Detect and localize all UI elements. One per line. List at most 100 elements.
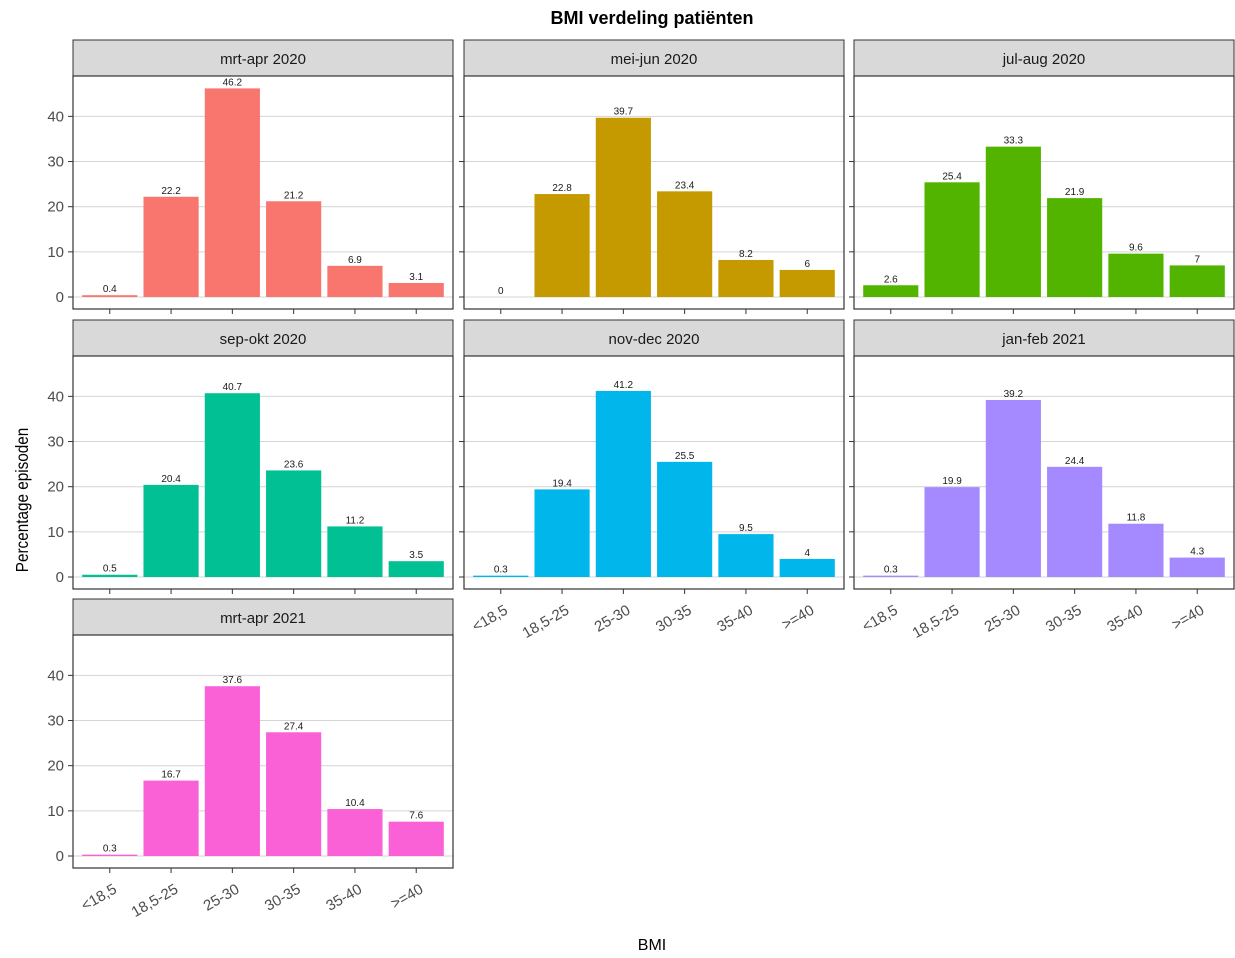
- plot-background: [73, 356, 453, 589]
- bar: [779, 269, 835, 297]
- bar: [1169, 557, 1225, 577]
- y-tick-label: 20: [47, 758, 64, 775]
- x-tick-label: >=40: [779, 602, 817, 634]
- bar: [534, 194, 590, 297]
- plot-background: [464, 356, 844, 589]
- bar-value-label: 4.3: [1190, 547, 1204, 558]
- bar: [985, 399, 1041, 577]
- x-tick-label: 25-30: [592, 602, 634, 636]
- bar: [204, 88, 260, 298]
- x-tick-label: >=40: [1169, 602, 1207, 634]
- bar: [82, 574, 138, 577]
- bar-value-label: 0.5: [103, 564, 117, 575]
- bar: [143, 196, 199, 297]
- facet-strip: [853, 319, 1235, 357]
- y-tick-label: 40: [47, 667, 64, 684]
- chart-title: BMI verdeling patiënten: [550, 8, 753, 28]
- y-tick-label: 10: [47, 524, 64, 541]
- bar: [924, 487, 980, 577]
- bar: [266, 201, 322, 297]
- facet-panel: jan-feb 2021 0.3 19.9 39.2 24.4 11.8 4.3 <18,5 1…: [849, 319, 1235, 642]
- y-tick-label: 30: [47, 154, 64, 171]
- facet-strip: [72, 598, 454, 636]
- y-tick-label: 0: [56, 289, 64, 306]
- bar-value-label: 23.6: [284, 459, 304, 470]
- bar-value-label: 11.8: [1127, 513, 1146, 524]
- y-tick-label: 40: [47, 388, 64, 405]
- y-tick-label: 0: [56, 569, 64, 586]
- bar-value-label: 7: [1194, 254, 1200, 265]
- facet-strip-label: mrt-apr 2021: [220, 610, 306, 627]
- facet-panels: mrt-apr 20200102030400.422.246.221.26.93…: [47, 39, 1235, 921]
- bar: [1108, 523, 1164, 577]
- y-tick-label: 0: [56, 848, 64, 865]
- facet-strip: [72, 319, 454, 357]
- panel-border: [463, 355, 845, 590]
- bar-value-label: 0: [498, 286, 504, 297]
- facet-strip-label: mei-jun 2020: [611, 51, 698, 68]
- bar-value-label: 39.7: [614, 107, 634, 118]
- bar-value-label: 39.2: [1004, 389, 1024, 400]
- facet-strip-label: nov-dec 2020: [609, 331, 700, 348]
- bar-value-label: 3.1: [409, 272, 423, 283]
- facet-panel: nov-dec 2020 0.3 19.4 41.2 25.5 9.5 4 <18,5 18,5…: [459, 319, 845, 642]
- bar-value-label: 37.6: [223, 675, 243, 686]
- plot-background: [73, 76, 453, 309]
- bar: [327, 265, 383, 297]
- bar: [985, 146, 1041, 297]
- facet-panel: mrt-apr 2021 0 10 20 30 40 0.3 16.7 37.6 27.4 10.4…: [47, 598, 454, 921]
- facet-panel: mei-jun 2020 0 22.8 39.7 23.4 8.2 6: [459, 39, 845, 314]
- bar: [863, 285, 919, 297]
- facet-strip-label: sep-okt 2020: [220, 331, 307, 348]
- bar: [388, 283, 444, 297]
- y-tick-label: 30: [47, 434, 64, 451]
- bar-value-label: 27.4: [284, 721, 304, 732]
- y-tick-label: 40: [47, 108, 64, 125]
- panel-border: [72, 355, 454, 590]
- bar: [204, 686, 260, 856]
- bar: [82, 854, 138, 856]
- bar-value-label: 0.3: [103, 844, 117, 855]
- bar-value-label: 40.7: [223, 382, 243, 393]
- bar: [718, 534, 774, 577]
- bar: [1169, 265, 1225, 297]
- bar-value-label: 2.6: [884, 274, 898, 285]
- facet-strip-label: mrt-apr 2020: [220, 51, 306, 68]
- x-tick-label: 30-35: [262, 881, 304, 915]
- bar: [327, 809, 383, 856]
- bar: [388, 821, 444, 856]
- y-tick-label: 10: [47, 803, 64, 820]
- facet-strip: [72, 39, 454, 77]
- bar-value-label: 21.9: [1065, 187, 1085, 198]
- bar-value-label: 6.9: [348, 255, 362, 266]
- facet-panel: jul-aug 2020 2.6 25.4 33.3 21.9 9.6 7: [849, 39, 1235, 314]
- bar: [327, 526, 383, 577]
- x-tick-label: 18,5-25: [520, 602, 573, 642]
- bar-value-label: 0.3: [494, 565, 508, 576]
- facet-strip: [463, 319, 845, 357]
- bar-value-label: 24.4: [1065, 456, 1085, 467]
- bar-value-label: 20.4: [161, 474, 181, 485]
- bar: [924, 182, 980, 297]
- bar: [657, 191, 713, 297]
- x-axis-label: BMI: [638, 937, 666, 954]
- plot-background: [854, 356, 1234, 589]
- bar-value-label: 19.4: [552, 478, 572, 489]
- x-tick-label: <18,5: [78, 881, 119, 915]
- x-tick-label: 35-40: [714, 602, 756, 636]
- bar-value-label: 16.7: [161, 770, 181, 781]
- facet-panel: sep-okt 2020 0 10 20 30 40 0.5 20.4 40.7 23.6 11.2…: [47, 319, 454, 594]
- bar-value-label: 11.2: [346, 515, 365, 526]
- bar-value-label: 25.4: [942, 171, 962, 182]
- bar: [266, 732, 322, 856]
- bar: [82, 295, 138, 297]
- bar: [204, 393, 260, 577]
- bar: [143, 484, 199, 577]
- bar: [863, 575, 919, 577]
- x-tick-label: 30-35: [1043, 602, 1085, 636]
- bar-value-label: 4: [804, 548, 810, 559]
- y-axis-label: Percentage episoden: [12, 428, 32, 572]
- bar: [595, 117, 651, 297]
- bar-value-label: 10.4: [345, 798, 365, 809]
- panel-border: [463, 75, 845, 310]
